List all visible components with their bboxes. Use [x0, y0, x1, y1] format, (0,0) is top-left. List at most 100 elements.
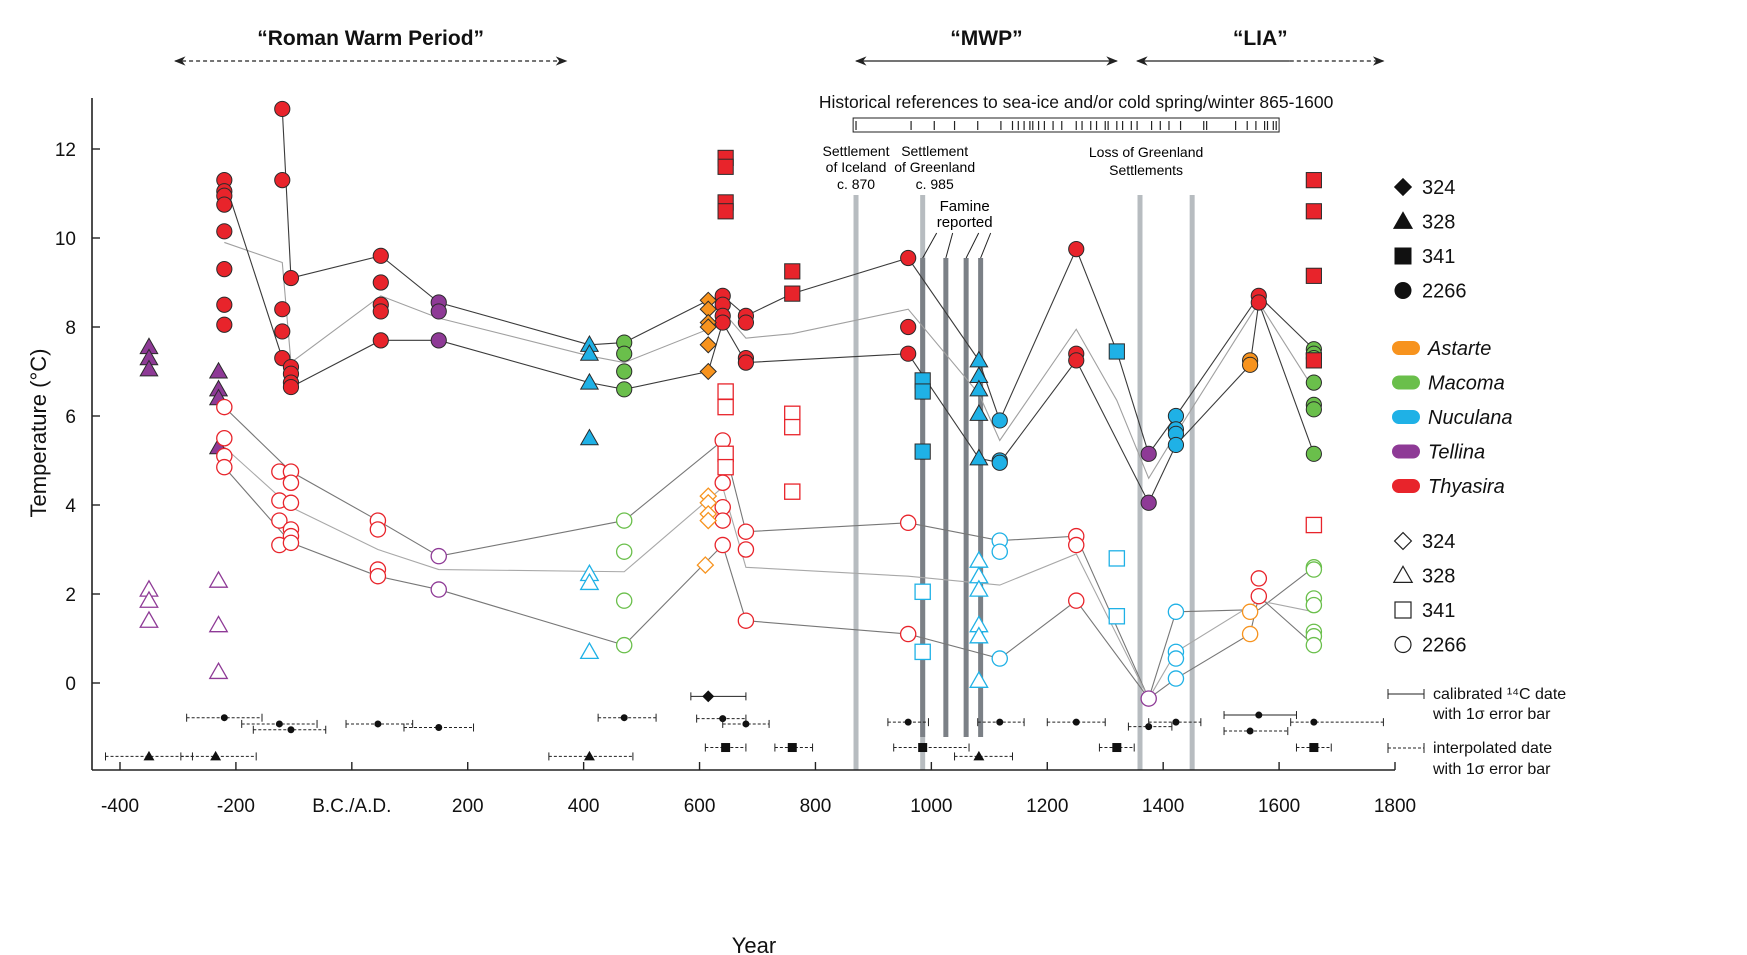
data-point: [1167, 436, 1185, 454]
legend-interpolated-label-1: interpolated date: [1433, 740, 1552, 757]
data-point: [1250, 587, 1268, 605]
legend-marker: [1392, 211, 1414, 229]
data-point: [1305, 172, 1322, 189]
y-tick-label: 2: [65, 585, 76, 606]
trend-line: [223, 446, 1314, 700]
data-point: [615, 636, 633, 654]
data-point: [616, 345, 633, 362]
data-point: [1242, 356, 1259, 373]
data-point: [579, 372, 600, 390]
error-bar-marker: [904, 718, 912, 726]
event-label-greenland-1: Settlement: [901, 143, 968, 159]
trend-line: [281, 108, 1315, 456]
data-point: [717, 398, 734, 416]
error-bar-marker: [1310, 718, 1318, 726]
period-label: “Roman Warm Period”: [257, 27, 484, 50]
data-point: [969, 379, 989, 397]
data-point: [208, 615, 229, 633]
data-point: [699, 318, 717, 336]
sea-ice-reference-bar: Historical references to sea-ice and/or …: [819, 92, 1334, 133]
data-point: [616, 381, 633, 398]
data-point: [1305, 445, 1322, 462]
error-bar-marker: [742, 720, 750, 728]
data-point: [900, 345, 917, 362]
x-axis-label: Year: [732, 933, 776, 955]
data-point: [1241, 625, 1259, 643]
data-point: [139, 590, 159, 608]
data-point: [991, 543, 1009, 560]
legend-species-label: Thyasira: [1428, 476, 1505, 498]
event-label-iceland-2: of Iceland: [826, 159, 887, 175]
event-label-greenland-2: of Greenland: [894, 159, 975, 175]
y-tick-label: 10: [55, 229, 76, 250]
data-point: [717, 458, 734, 476]
data-point: [208, 361, 229, 379]
legend-marker: [1394, 247, 1412, 265]
data-point: [372, 247, 389, 264]
data-point: [737, 541, 755, 558]
data-point: [699, 362, 717, 381]
data-point: [900, 318, 917, 336]
data-point: [1250, 294, 1267, 311]
axes: 0 2 4 6 8 10 12 -400 -200 B.C./A.D. 200 400 600 800 10…: [26, 98, 1416, 955]
error-bar-marker: [143, 750, 155, 761]
legend-species-swatch: [1392, 410, 1420, 424]
data-point: [139, 610, 159, 628]
error-bar-marker: [787, 743, 797, 753]
data-point: [1305, 352, 1322, 369]
error-bar-marker: [1246, 727, 1254, 735]
data-point: [1108, 343, 1125, 360]
data-point: [1108, 550, 1126, 567]
legend-marker-open: [1394, 601, 1412, 619]
event-label-famine-1: Famine: [940, 198, 990, 215]
data-point: [372, 274, 389, 291]
data-point: [430, 581, 447, 598]
error-bar-marker: [721, 743, 731, 753]
error-bar-marker: [220, 714, 228, 722]
data-point: [615, 512, 633, 529]
data-point: [1140, 494, 1157, 511]
x-tick-label: 1600: [1258, 796, 1300, 817]
data-point: [282, 534, 300, 552]
error-bar-marker: [435, 724, 443, 731]
data-point: [208, 661, 229, 680]
data-point: [969, 670, 989, 688]
data-point: [430, 547, 447, 565]
legend-label: 2266: [1422, 281, 1467, 303]
data-point: [737, 354, 755, 371]
data-point: [1250, 570, 1268, 587]
data-point: [969, 579, 989, 597]
data-point: [714, 536, 731, 554]
data-point: [714, 474, 731, 491]
data-point: [216, 458, 233, 476]
trend-line: [224, 241, 1315, 480]
legend-label: 2266: [1422, 635, 1467, 657]
data-point: [1305, 374, 1322, 391]
data-point: [1305, 516, 1323, 534]
data-point: [737, 314, 755, 331]
data-point: [216, 196, 233, 213]
error-bar-marker: [583, 750, 595, 761]
data-point: [969, 350, 989, 368]
legend-marker-open: [1394, 635, 1412, 654]
data-point: [216, 429, 233, 447]
sea-ice-frame: [852, 117, 1280, 133]
data-point: [1167, 670, 1185, 687]
x-tick-label: B.C./A.D.: [312, 796, 391, 817]
error-bar-marker: [996, 718, 1004, 726]
legend-species-swatch: [1392, 375, 1420, 390]
period-label: “LIA”: [1233, 27, 1288, 50]
data-point: [1305, 203, 1322, 220]
data-point: [1305, 561, 1323, 578]
data-point: [282, 269, 300, 287]
y-axis-label: Temperature (°C): [26, 349, 51, 518]
legend-marker: [1393, 177, 1413, 197]
data-point: [216, 261, 233, 278]
data-point: [717, 158, 734, 175]
data-point: [714, 314, 731, 331]
data-point: [899, 625, 917, 643]
data-point: [1140, 445, 1157, 462]
data-point: [914, 643, 931, 661]
y-tick-label: 0: [65, 674, 76, 695]
error-bar-marker: [702, 690, 715, 703]
